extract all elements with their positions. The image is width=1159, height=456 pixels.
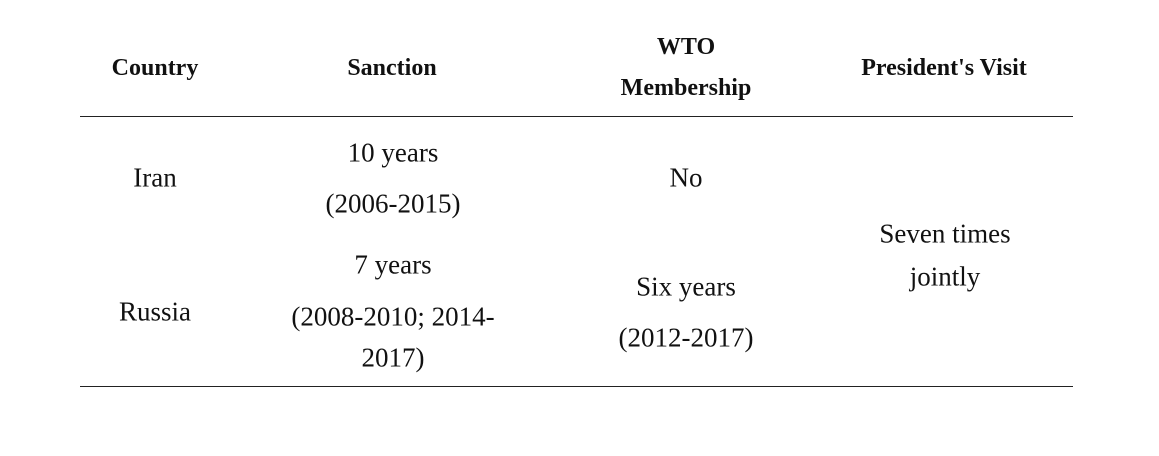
header-rule bbox=[80, 116, 1073, 117]
merged-cell: jointly bbox=[909, 261, 981, 292]
cell: Six years bbox=[636, 271, 736, 302]
cell: 7 years bbox=[354, 249, 432, 280]
cell: 2017) bbox=[361, 342, 425, 373]
header-cell: President's Visit bbox=[861, 55, 1027, 81]
header-cell: Sanction bbox=[347, 55, 437, 81]
bottom-rule bbox=[80, 386, 1073, 387]
header-cell: Membership bbox=[620, 75, 752, 101]
cell: (2008-2010; 2014- bbox=[291, 301, 495, 332]
header-cell: Country bbox=[111, 55, 199, 81]
cell: Iran bbox=[133, 162, 177, 193]
header-cell: WTO bbox=[656, 34, 716, 60]
cell: (2012-2017) bbox=[618, 322, 754, 353]
cell: Russia bbox=[118, 296, 192, 327]
cell: 10 years bbox=[347, 137, 439, 168]
cell: (2006-2015) bbox=[325, 188, 461, 219]
merged-cell: Seven times bbox=[879, 218, 1011, 249]
cell: No bbox=[669, 162, 703, 193]
